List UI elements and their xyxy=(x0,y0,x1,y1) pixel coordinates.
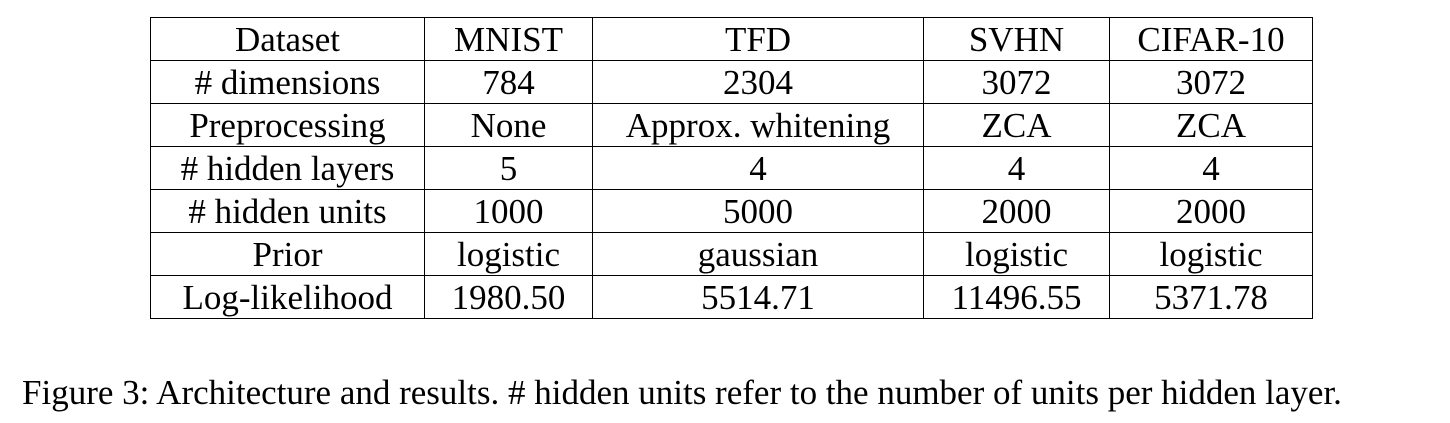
table-cell: 2304 xyxy=(592,60,924,104)
table-cell: logistic xyxy=(923,232,1110,276)
results-table: Dataset MNIST TFD SVHN CIFAR-10 # dimens… xyxy=(150,17,1313,319)
table-cell: 5514.71 xyxy=(592,275,924,319)
table-row-log-likelihood: Log-likelihood 1980.50 5514.71 11496.55 … xyxy=(150,275,1313,319)
table-cell: 4 xyxy=(592,146,924,190)
table-cell: 2000 xyxy=(1109,189,1313,233)
table-cell: 4 xyxy=(1109,146,1313,190)
table-cell: Approx. whitening xyxy=(592,103,924,147)
row-header: Log-likelihood xyxy=(150,275,425,319)
table-cell: CIFAR-10 xyxy=(1109,17,1313,61)
row-header: # hidden layers xyxy=(150,146,425,190)
table-row-dimensions: # dimensions 784 2304 3072 3072 xyxy=(150,60,1313,104)
table-row-hidden-units: # hidden units 1000 5000 2000 2000 xyxy=(150,189,1313,233)
table-cell: 5 xyxy=(424,146,593,190)
table-cell: MNIST xyxy=(424,17,593,61)
row-header: Dataset xyxy=(150,17,425,61)
row-header: # hidden units xyxy=(150,189,425,233)
table-cell: 5371.78 xyxy=(1109,275,1313,319)
table-row-dataset: Dataset MNIST TFD SVHN CIFAR-10 xyxy=(150,17,1313,61)
table-cell: SVHN xyxy=(923,17,1110,61)
row-header: Preprocessing xyxy=(150,103,425,147)
table-row-hidden-layers: # hidden layers 5 4 4 4 xyxy=(150,146,1313,190)
row-header: Prior xyxy=(150,232,425,276)
table-cell: gaussian xyxy=(592,232,924,276)
table-cell: 784 xyxy=(424,60,593,104)
table-cell: 1980.50 xyxy=(424,275,593,319)
table-cell: 4 xyxy=(923,146,1110,190)
table-cell: logistic xyxy=(1109,232,1313,276)
table-cell: ZCA xyxy=(1109,103,1313,147)
table-cell: 3072 xyxy=(923,60,1110,104)
table-cell: 5000 xyxy=(592,189,924,233)
table-cell: logistic xyxy=(424,232,593,276)
figure-caption: Figure 3: Architecture and results. # hi… xyxy=(22,373,1342,412)
table-cell: 3072 xyxy=(1109,60,1313,104)
table-cell: ZCA xyxy=(923,103,1110,147)
table-cell: 11496.55 xyxy=(923,275,1110,319)
table-row-prior: Prior logistic gaussian logistic logisti… xyxy=(150,232,1313,276)
row-header: # dimensions xyxy=(150,60,425,104)
table-cell: 1000 xyxy=(424,189,593,233)
table-cell: None xyxy=(424,103,593,147)
table-cell: 2000 xyxy=(923,189,1110,233)
table-row-preprocessing: Preprocessing None Approx. whitening ZCA… xyxy=(150,103,1313,147)
table-cell: TFD xyxy=(592,17,924,61)
